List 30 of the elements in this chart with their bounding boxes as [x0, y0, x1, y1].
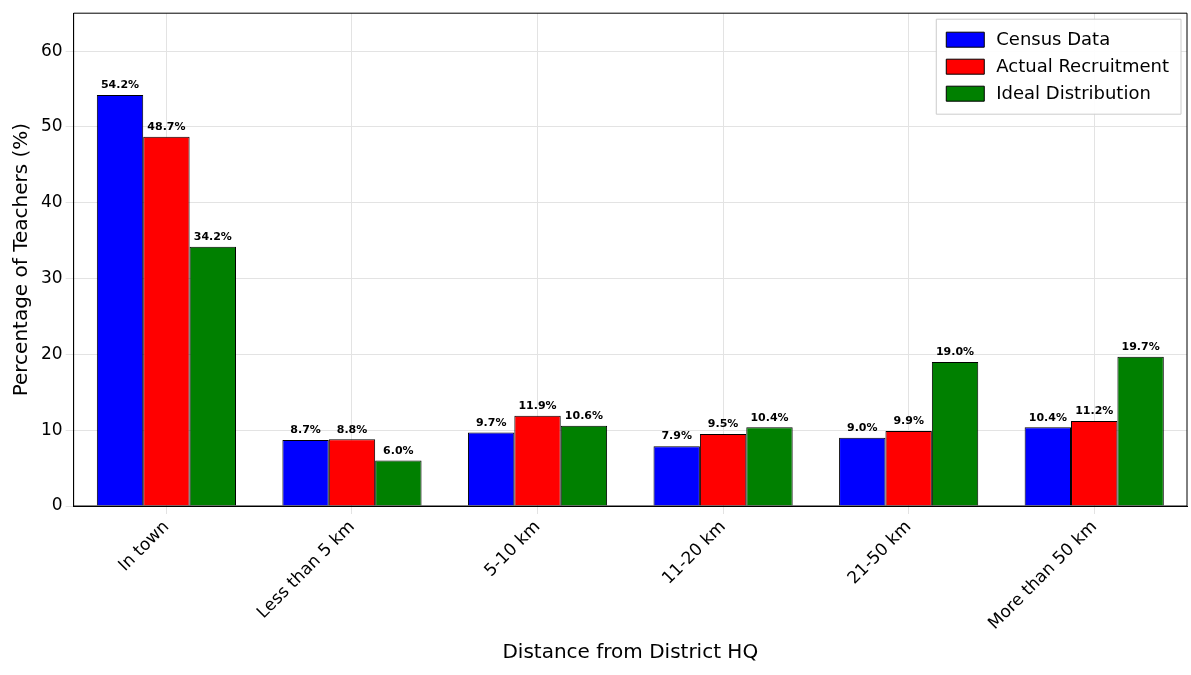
data-label: 8.8% — [336, 422, 368, 436]
legend-label: Census Data — [996, 27, 1111, 49]
data-label: 10.4% — [750, 410, 789, 424]
data-label: 10.4% — [1028, 410, 1067, 424]
data-label: 10.6% — [564, 409, 604, 423]
data-label: 19.0% — [935, 345, 975, 359]
y-tick-label: 40 — [40, 191, 63, 212]
data-label: 11.2% — [1075, 404, 1114, 418]
y-tick-label: 30 — [40, 266, 63, 287]
data-label: 7.9% — [661, 429, 692, 443]
data-label: 9.0% — [847, 421, 878, 435]
data-label: 34.2% — [193, 230, 232, 244]
data-label: 19.7% — [1121, 340, 1160, 354]
y-axis-title: Percentage of Teachers (%) — [8, 122, 33, 397]
y-tick-label: 50 — [40, 115, 63, 136]
data-label: 9.5% — [707, 417, 739, 431]
data-label: 6.0% — [383, 443, 414, 457]
data-label: 11.9% — [518, 399, 557, 413]
data-label: 9.9% — [893, 414, 924, 428]
y-tick-label: 0 — [51, 494, 63, 515]
y-tick-label: 60 — [40, 39, 63, 60]
y-tick-label: 10 — [40, 418, 63, 439]
x-axis-title: Distance from District HQ — [502, 639, 759, 664]
data-label: 54.2% — [100, 78, 140, 92]
legend-label: Actual Recruitment — [996, 54, 1170, 76]
y-tick-label: 20 — [40, 342, 63, 363]
data-label: 48.7% — [147, 120, 186, 134]
legend-label: Ideal Distribution — [996, 81, 1151, 103]
data-label: 9.7% — [475, 415, 507, 429]
data-label: 8.7% — [290, 423, 321, 437]
